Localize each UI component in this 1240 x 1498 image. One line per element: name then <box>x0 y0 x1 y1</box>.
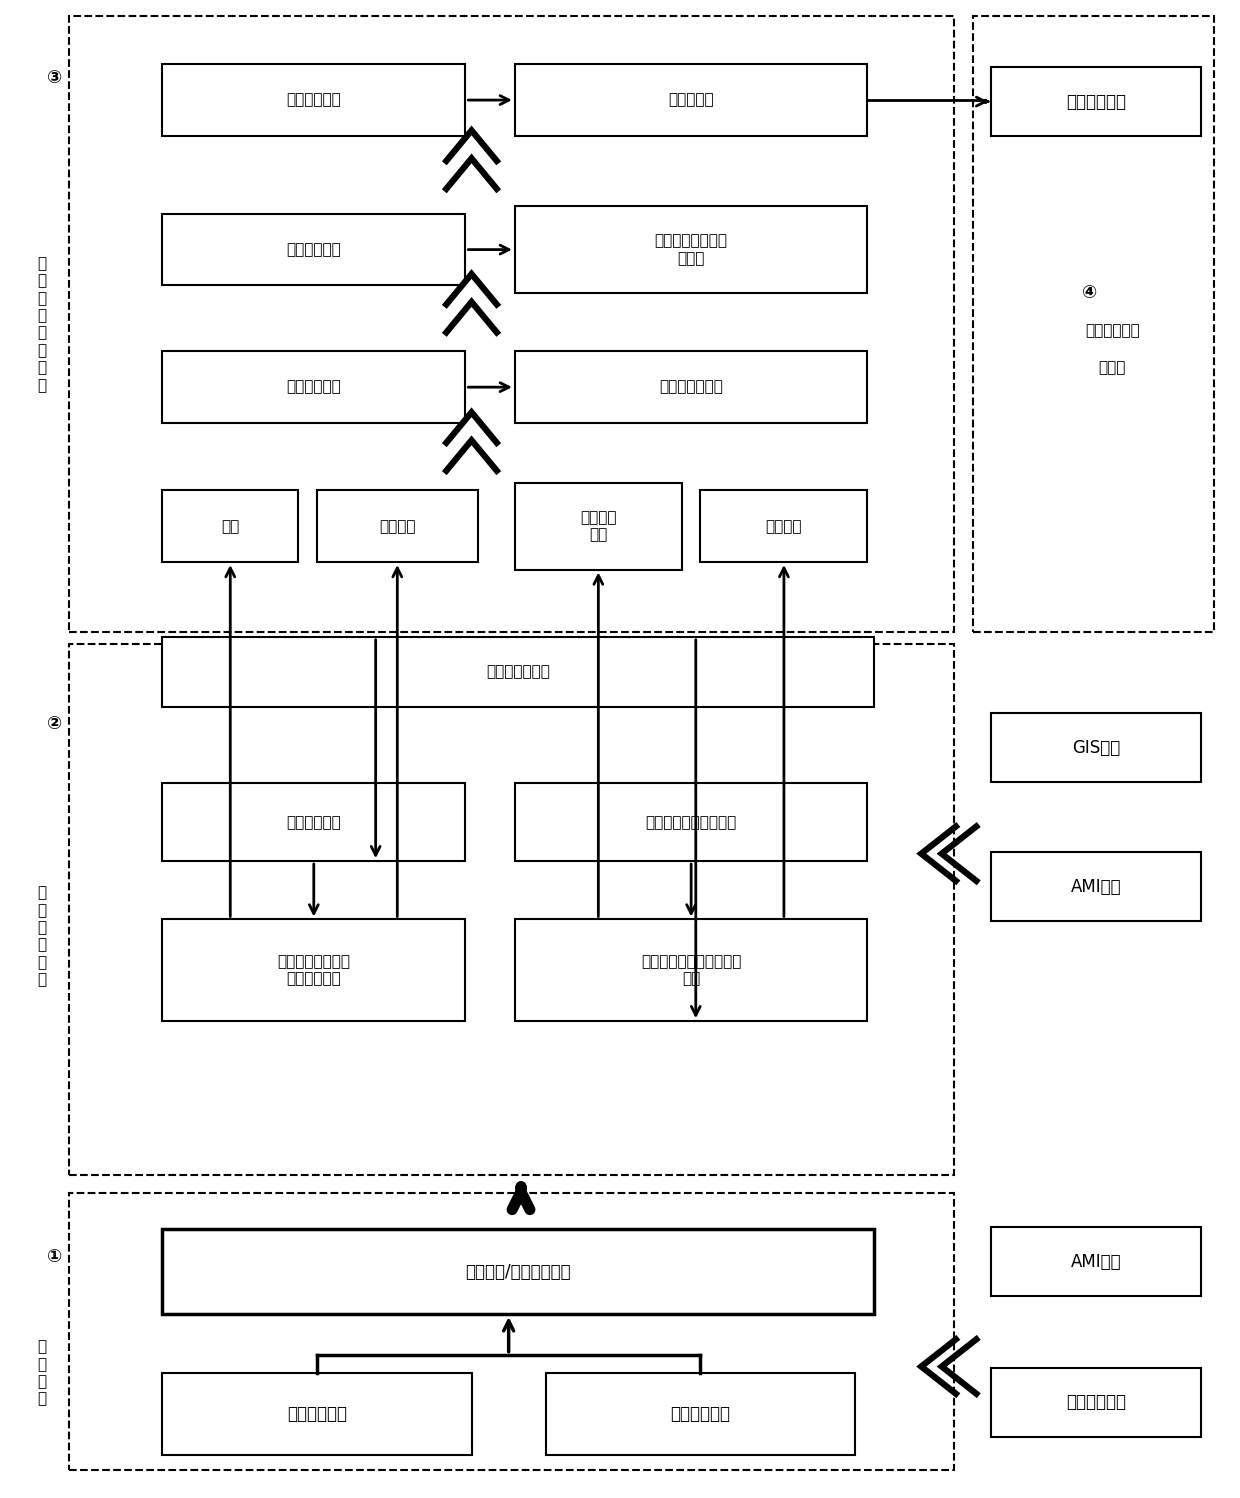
FancyBboxPatch shape <box>515 920 868 1022</box>
Bar <box>69 644 954 1174</box>
Text: 确定停电用户位置信息: 确定停电用户位置信息 <box>646 815 737 830</box>
Text: GIS系统: GIS系统 <box>1073 739 1121 756</box>
Text: 蚁
群
故
障
研
判
方
法: 蚁 群 故 障 研 判 方 法 <box>37 256 47 392</box>
Text: 启动蚁群算法: 启动蚁群算法 <box>286 243 341 258</box>
Text: 故障信息通知: 故障信息通知 <box>1085 324 1140 339</box>
Text: 用户电压异常: 用户电压异常 <box>286 1405 347 1423</box>
Text: 蚁群: 蚁群 <box>221 518 239 533</box>
Text: 初始位置: 初始位置 <box>765 518 802 533</box>
FancyBboxPatch shape <box>162 637 874 707</box>
FancyBboxPatch shape <box>546 1372 856 1455</box>
FancyBboxPatch shape <box>991 1227 1202 1296</box>
FancyBboxPatch shape <box>515 351 868 422</box>
Bar <box>972 16 1214 632</box>
Text: ④: ④ <box>1081 285 1096 303</box>
FancyBboxPatch shape <box>515 482 682 569</box>
FancyBboxPatch shape <box>317 490 477 562</box>
Text: 检查终止条件: 检查终止条件 <box>286 93 341 108</box>
Text: ③: ③ <box>47 69 62 87</box>
Text: ②: ② <box>47 715 62 733</box>
FancyBboxPatch shape <box>991 713 1202 782</box>
FancyBboxPatch shape <box>701 490 868 562</box>
Text: 停电管理系统: 停电管理系统 <box>1066 1393 1126 1411</box>
FancyBboxPatch shape <box>991 1368 1202 1437</box>
Text: 蚁群数量: 蚁群数量 <box>379 518 415 533</box>
Text: 判断蚁蚁分布: 判断蚁蚁分布 <box>286 379 341 394</box>
FancyBboxPatch shape <box>162 351 465 422</box>
FancyBboxPatch shape <box>162 64 465 136</box>
Text: 功
能
触
发: 功 能 触 发 <box>37 1339 47 1407</box>
Text: 和转发: 和转发 <box>1099 360 1126 374</box>
Text: 同步目标区域的电网拓扑
结构: 同步目标区域的电网拓扑 结构 <box>641 954 742 987</box>
FancyBboxPatch shape <box>162 490 299 562</box>
FancyBboxPatch shape <box>991 852 1202 921</box>
Bar <box>69 1192 954 1470</box>
FancyBboxPatch shape <box>515 783 868 861</box>
Text: 总体路径
矩阵: 总体路径 矩阵 <box>580 509 616 542</box>
FancyBboxPatch shape <box>991 67 1202 136</box>
Bar <box>69 16 954 632</box>
Text: 故障点位置: 故障点位置 <box>668 93 714 108</box>
Text: AMI系统: AMI系统 <box>1071 878 1122 896</box>
Text: AMI系统: AMI系统 <box>1071 1252 1122 1270</box>
Text: 构建信息素矩阵: 构建信息素矩阵 <box>660 379 723 394</box>
FancyBboxPatch shape <box>162 920 465 1022</box>
Text: 初
始
数
据
准
备: 初 始 数 据 准 备 <box>37 885 47 987</box>
FancyBboxPatch shape <box>162 1372 471 1455</box>
Text: 确定召测的区域: 确定召测的区域 <box>486 665 549 680</box>
FancyBboxPatch shape <box>515 207 868 294</box>
Text: 更新信息素矩阵的
元素値: 更新信息素矩阵的 元素値 <box>655 234 728 265</box>
Text: 功能启动/故障模块触发: 功能启动/故障模块触发 <box>465 1263 570 1281</box>
Text: 停电故障报警: 停电故障报警 <box>671 1405 730 1423</box>
Text: 停电用户电压数据
（失电时刻）: 停电用户电压数据 （失电时刻） <box>278 954 350 987</box>
Text: 召测电表数据: 召测电表数据 <box>286 815 341 830</box>
FancyBboxPatch shape <box>162 214 465 286</box>
FancyBboxPatch shape <box>162 783 465 861</box>
FancyBboxPatch shape <box>162 1228 874 1314</box>
FancyBboxPatch shape <box>515 64 868 136</box>
Text: ①: ① <box>47 1248 62 1266</box>
Text: 停电管理系统: 停电管理系统 <box>1066 93 1126 111</box>
